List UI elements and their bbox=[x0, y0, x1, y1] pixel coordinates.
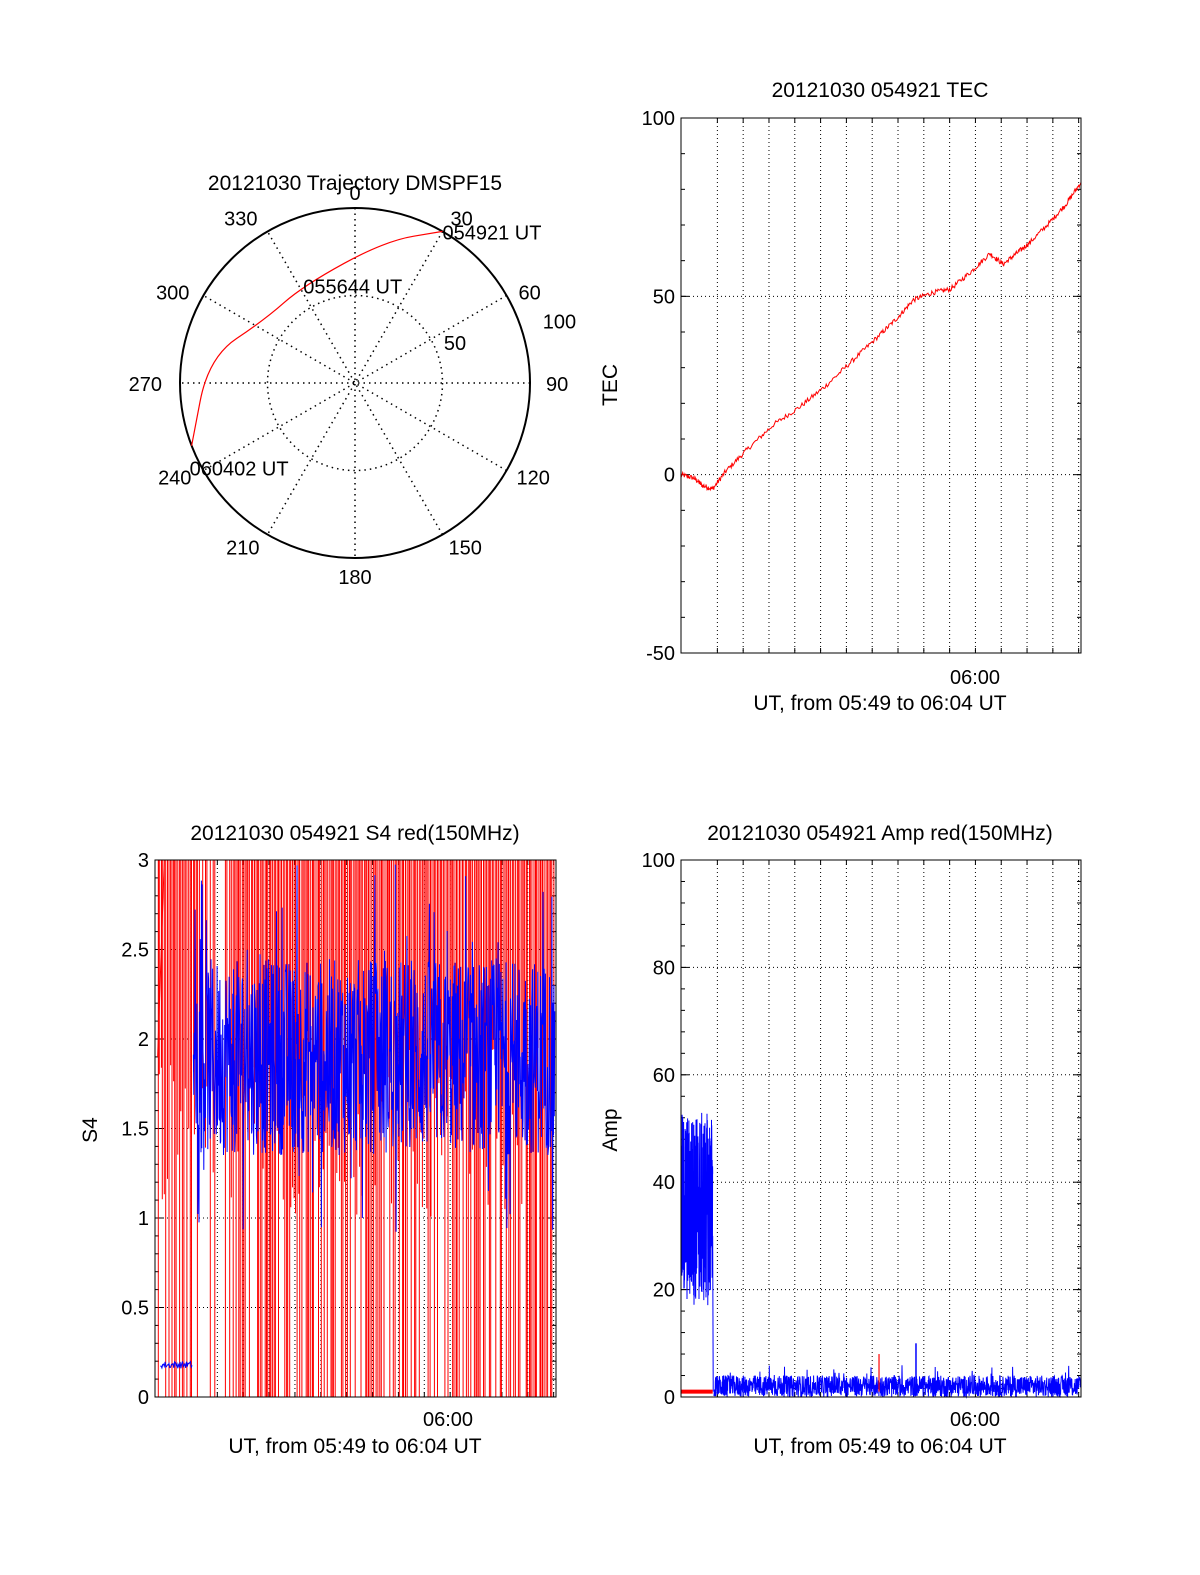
tec-series-line bbox=[680, 182, 1082, 492]
polar-track: 054921 UT 055644 UT 060402 UT bbox=[190, 222, 542, 480]
polar-annotation: 060402 UT bbox=[190, 459, 289, 481]
polar-radial-label: 50 bbox=[444, 333, 466, 355]
polar-azimuth-label: 90 bbox=[546, 374, 568, 396]
y-tick-label: 80 bbox=[653, 957, 675, 979]
tec-data bbox=[680, 182, 1082, 492]
polar-spoke bbox=[266, 231, 444, 535]
y-tick-label: 100 bbox=[642, 850, 675, 872]
polar-trajectory-line bbox=[191, 230, 443, 446]
amp-blue-series bbox=[680, 1112, 714, 1306]
polar-azimuth-label: 270 bbox=[129, 374, 162, 396]
y-tick-label: 0 bbox=[664, 1387, 675, 1409]
tec-frame bbox=[680, 117, 1082, 654]
tec-xlabel: UT, from 05:49 to 06:04 UT bbox=[753, 692, 1006, 715]
polar-spoke bbox=[266, 231, 444, 535]
polar-spoke bbox=[203, 294, 507, 472]
s4-ylabel: S4 bbox=[79, 1117, 102, 1143]
y-tick-label: 1.5 bbox=[121, 1119, 149, 1141]
y-tick-label: 40 bbox=[653, 1172, 675, 1194]
s4-red-series bbox=[157, 859, 165, 1057]
amp-frame bbox=[680, 859, 1082, 1398]
polar-azimuth-label: 330 bbox=[224, 208, 257, 230]
s4-data bbox=[157, 859, 556, 1397]
y-tick-label: 20 bbox=[653, 1280, 675, 1302]
amp-title: 20121030 054921 Amp red(150MHz) bbox=[707, 822, 1053, 845]
tec-xtick-label: 06:00 bbox=[950, 667, 1000, 689]
amp-data bbox=[680, 1112, 1082, 1399]
amp-grid bbox=[681, 860, 1081, 1397]
amp-ylabel: Amp bbox=[599, 1108, 622, 1151]
y-tick-label: 0.5 bbox=[121, 1298, 149, 1320]
polar-azimuth-label: 180 bbox=[338, 567, 371, 589]
tec-ylabel: TEC bbox=[599, 364, 622, 406]
y-tick-label: -50 bbox=[646, 643, 675, 665]
s4-title: 20121030 054921 S4 red(150MHz) bbox=[190, 822, 519, 845]
polar-annotation: 055644 UT bbox=[303, 277, 402, 299]
polar-chart: 20121030 Trajectory DMSPF15 0 30 60 90 120 15… bbox=[129, 172, 577, 589]
polar-azimuth-label: 120 bbox=[517, 468, 550, 490]
polar-azimuth-label: 0 bbox=[349, 183, 360, 205]
amp-blue-series bbox=[713, 1365, 1082, 1399]
amp-chart: 20121030 054921 Amp red(150MHz) 0 20 40 60 8… bbox=[599, 822, 1082, 1458]
polar-azimuth-label: 150 bbox=[449, 538, 482, 560]
y-tick-label: 50 bbox=[653, 286, 675, 308]
polar-ring-50 bbox=[266, 294, 444, 472]
tec-grid bbox=[681, 118, 1081, 653]
tec-ticks: -50 0 50 100 bbox=[642, 108, 1081, 665]
y-tick-label: 0 bbox=[664, 465, 675, 487]
polar-annotation: 054921 UT bbox=[443, 222, 542, 244]
y-tick-label: 2 bbox=[138, 1029, 149, 1051]
amp-blue-series bbox=[712, 1235, 714, 1392]
polar-azimuth-label: 210 bbox=[226, 538, 259, 560]
polar-radial-label: 100 bbox=[543, 312, 576, 334]
polar-spoke bbox=[203, 294, 507, 472]
amp-red-series bbox=[681, 1389, 713, 1394]
polar-azimuth-label: 30 bbox=[451, 208, 473, 230]
polar-title: 20121030 Trajectory DMSPF15 bbox=[208, 172, 502, 195]
polar-grid bbox=[179, 207, 531, 559]
y-tick-label: 2.5 bbox=[121, 940, 149, 962]
polar-azimuth-label: 60 bbox=[519, 283, 541, 305]
y-tick-label: 1 bbox=[138, 1208, 149, 1230]
y-tick-label: 3 bbox=[138, 850, 149, 872]
s4-xtick-label: 06:00 bbox=[423, 1409, 473, 1431]
s4-frame bbox=[154, 859, 557, 1398]
polar-azimuth-label: 240 bbox=[158, 468, 191, 490]
tec-title: 20121030 054921 TEC bbox=[772, 79, 989, 102]
s4-xlabel: UT, from 05:49 to 06:04 UT bbox=[228, 1435, 481, 1458]
y-tick-label: 0 bbox=[138, 1387, 149, 1409]
s4-blue-series bbox=[160, 1360, 193, 1370]
amp-xtick-label: 06:00 bbox=[950, 1409, 1000, 1431]
s4-chart: 20121030 054921 S4 red(150MHz) 0 0.5 1 1.5 2… bbox=[79, 822, 557, 1458]
y-tick-label: 60 bbox=[653, 1065, 675, 1087]
y-tick-label: 100 bbox=[642, 108, 675, 130]
polar-azimuth-label: 300 bbox=[156, 283, 189, 305]
polar-labels: 0 30 60 90 120 150 180 210 240 270 300 330 50 100 bbox=[129, 183, 577, 589]
amp-xlabel: UT, from 05:49 to 06:04 UT bbox=[753, 1435, 1006, 1458]
s4-blue-series bbox=[192, 864, 556, 1232]
